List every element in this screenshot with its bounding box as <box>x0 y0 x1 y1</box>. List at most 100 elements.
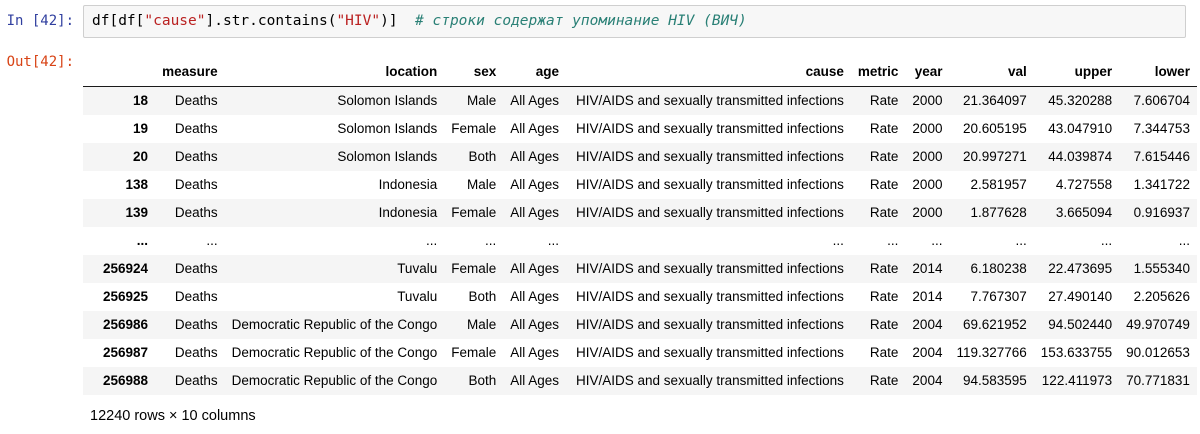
cell-age: All Ages <box>510 121 560 136</box>
cell-lower: 7.615446 <box>1133 149 1190 164</box>
cell-cause: HIV/AIDS and sexually transmitted infect… <box>576 93 844 108</box>
cell-year: 2000 <box>912 93 943 108</box>
cell-cause: HIV/AIDS and sexually transmitted infect… <box>576 373 844 388</box>
cell-measure: Deaths <box>174 149 218 164</box>
cell-measure: Deaths <box>174 205 218 220</box>
code-token-string: "cause" <box>144 13 206 29</box>
column-header-sex: sex <box>473 64 497 79</box>
code-line[interactable]: df[df["cause"].str.contains("HIV")] # ст… <box>92 11 1177 32</box>
cell-age: All Ages <box>510 289 560 304</box>
cell-sex: Male <box>466 177 497 192</box>
row-index: 256986 <box>103 317 149 332</box>
cell-metric: Rate <box>869 93 899 108</box>
table-row: 138 Deaths Indonesia Male All Ages HIV/AIDS a… <box>83 171 1197 199</box>
cell-sex: Female <box>451 121 497 136</box>
cell-cause: HIV/AIDS and sexually transmitted infect… <box>576 205 844 220</box>
cell-metric: Rate <box>869 345 899 360</box>
cell-upper: 44.039874 <box>1048 149 1113 164</box>
cell-cause: HIV/AIDS and sexually transmitted infect… <box>576 121 844 136</box>
cell-lower: ... <box>1178 233 1190 248</box>
cell-sex: Both <box>468 373 497 388</box>
cell-location: Democratic Republic of the Congo <box>231 345 438 360</box>
row-index: 18 <box>133 93 149 108</box>
row-index: ... <box>136 233 149 248</box>
cell-upper: 45.320288 <box>1048 93 1113 108</box>
column-header-measure: measure <box>162 64 218 79</box>
table-row: 256988 Deaths Democratic Republic of the C… <box>83 367 1197 395</box>
cell-measure: Deaths <box>174 345 218 360</box>
output-content: measure location sex age cause metric year val u… <box>83 47 1197 424</box>
cell-age: All Ages <box>510 205 560 220</box>
code-token-plain: )] <box>380 13 416 29</box>
cell-age: ... <box>547 233 560 248</box>
cell-year: 2000 <box>912 121 943 136</box>
cell-measure: Deaths <box>174 177 218 192</box>
cell-age: All Ages <box>510 149 560 164</box>
cell-val: 7.767307 <box>970 289 1027 304</box>
input-prompt: In [42]: <box>6 13 74 29</box>
cell-location: ... <box>425 233 438 248</box>
cell-lower: 1.555340 <box>1133 261 1190 276</box>
cell-upper: 43.047910 <box>1048 121 1113 136</box>
cell-sex: Female <box>451 261 497 276</box>
cell-location: Solomon Islands <box>337 93 438 108</box>
cell-upper: 153.633755 <box>1040 345 1113 360</box>
cell-year: 2000 <box>912 149 943 164</box>
cell-lower: 1.341722 <box>1133 177 1190 192</box>
cell-upper: 3.665094 <box>1055 205 1113 220</box>
cell-metric: Rate <box>869 205 899 220</box>
cell-location: Tuvalu <box>397 289 438 304</box>
notebook: In [42]: df[df["cause"].str.contains("HI… <box>0 5 1200 424</box>
cell-measure: Deaths <box>174 261 218 276</box>
cell-val: 94.583595 <box>962 373 1027 388</box>
cell-measure: Deaths <box>174 289 218 304</box>
cell-age: All Ages <box>510 373 560 388</box>
cell-metric: Rate <box>869 177 899 192</box>
cell-metric: ... <box>887 233 899 248</box>
table-row: 19 Deaths Solomon Islands Female All Ages HIV… <box>83 115 1197 143</box>
cell-cause: HIV/AIDS and sexually transmitted infect… <box>576 177 844 192</box>
cell-val: 119.327766 <box>956 345 1027 360</box>
cell-sex: Female <box>451 345 497 360</box>
cell-location: Solomon Islands <box>337 121 438 136</box>
code-editor[interactable]: df[df["cause"].str.contains("HIV")] # ст… <box>83 5 1186 38</box>
code-token-plain: ].str.contains( <box>205 13 337 29</box>
dataframe-header: measure location sex age cause metric year val u… <box>83 58 1197 87</box>
cell-cause: HIV/AIDS and sexually transmitted infect… <box>576 317 844 332</box>
cell-lower: 49.970749 <box>1126 317 1190 332</box>
cell-lower: 90.012653 <box>1126 345 1190 360</box>
cell-location: Tuvalu <box>397 261 438 276</box>
cell-year: 2004 <box>912 345 943 360</box>
table-row: 256925 Deaths Tuvalu Both All Ages HIV/AIDS a… <box>83 283 1197 311</box>
cell-year: 2000 <box>912 177 943 192</box>
code-cell: In [42]: df[df["cause"].str.contains("HI… <box>0 5 1200 38</box>
table-row: 256987 Deaths Democratic Republic of the C… <box>83 339 1197 367</box>
cell-age: All Ages <box>510 177 560 192</box>
cell-metric: Rate <box>869 373 899 388</box>
cell-age: All Ages <box>510 93 560 108</box>
cell-lower: 2.205626 <box>1133 289 1190 304</box>
cell-upper: ... <box>1100 233 1113 248</box>
header-row: measure location sex age cause metric year val u… <box>83 58 1197 87</box>
cell-year: ... <box>931 233 943 248</box>
cell-location: Democratic Republic of the Congo <box>231 373 438 388</box>
cell-val: 69.621952 <box>962 317 1027 332</box>
row-index: 256987 <box>103 345 149 360</box>
cell-lower: 70.771831 <box>1126 373 1190 388</box>
row-index: 139 <box>125 205 149 220</box>
cell-location: Democratic Republic of the Congo <box>231 317 438 332</box>
cell-metric: Rate <box>869 317 899 332</box>
dataframe-table: measure location sex age cause metric year val u… <box>83 58 1197 395</box>
cell-cause: HIV/AIDS and sexually transmitted infect… <box>576 345 844 360</box>
output-area: Out[42]: measure location sex age cause metri… <box>0 47 1200 424</box>
cell-lower: 7.606704 <box>1133 93 1190 108</box>
table-row: 20 Deaths Solomon Islands Both All Ages HIV/A… <box>83 143 1197 171</box>
cell-measure: Deaths <box>174 93 218 108</box>
column-header-location: location <box>385 64 438 79</box>
table-row: 139 Deaths Indonesia Female All Ages HIV/AIDS… <box>83 199 1197 227</box>
cell-year: 2014 <box>912 261 943 276</box>
cell-cause: ... <box>832 233 844 248</box>
cell-lower: 0.916937 <box>1133 205 1190 220</box>
column-header-val: val <box>1008 64 1027 79</box>
column-header-age: age <box>535 64 560 79</box>
